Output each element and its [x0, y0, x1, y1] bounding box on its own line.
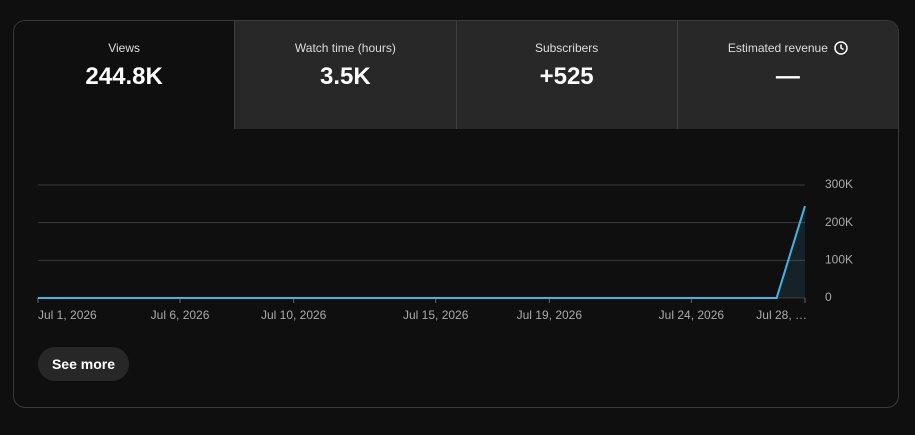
- metric-label: Watch time (hours): [294, 41, 396, 55]
- x-tick-label: Jul 19, 2026: [517, 308, 583, 322]
- x-tick-label: Jul 24, 2026: [659, 308, 725, 322]
- see-more-button[interactable]: See more: [38, 347, 129, 381]
- metric-value: +525: [539, 63, 594, 90]
- y-tick-label: 100K: [825, 253, 853, 267]
- x-tick-label: Jul 6, 2026: [151, 308, 210, 322]
- x-tick-label: Jul 15, 2026: [403, 308, 469, 322]
- metric-tab[interactable]: Subscribers +525: [455, 21, 677, 129]
- series-area: [38, 206, 805, 298]
- metric-value: 3.5K: [320, 63, 371, 90]
- x-tick-label: Jul 28, …: [756, 308, 807, 322]
- y-tick-label: 200K: [825, 215, 853, 229]
- metric-label: Views: [108, 41, 141, 55]
- metric-tab[interactable]: Watch time (hours) 3.5K: [234, 21, 456, 129]
- x-tick-label: Jul 10, 2026: [261, 308, 327, 322]
- metric-label: Subscribers: [534, 41, 599, 55]
- clock-icon: [834, 41, 848, 55]
- metric-tab[interactable]: Views 244.8K: [14, 21, 235, 129]
- y-tick-label: 300K: [825, 177, 853, 191]
- metric-label: Estimated revenue: [727, 41, 828, 55]
- metric-tabs: Views 244.8K Watch time (hours) 3.5K Subsc…: [14, 21, 898, 129]
- analytics-card: Views 244.8K Watch time (hours) 3.5K Subsc…: [13, 20, 899, 408]
- metric-tab[interactable]: Estimated revenue —: [676, 21, 898, 129]
- series-line: [38, 205, 806, 299]
- metric-value: —: [775, 63, 800, 90]
- x-tick-label: Jul 1, 2026: [38, 308, 97, 322]
- y-tick-label: 0: [825, 290, 832, 304]
- metric-label-wrap: Estimated revenue: [728, 41, 848, 55]
- metric-value: 244.8K: [85, 63, 163, 90]
